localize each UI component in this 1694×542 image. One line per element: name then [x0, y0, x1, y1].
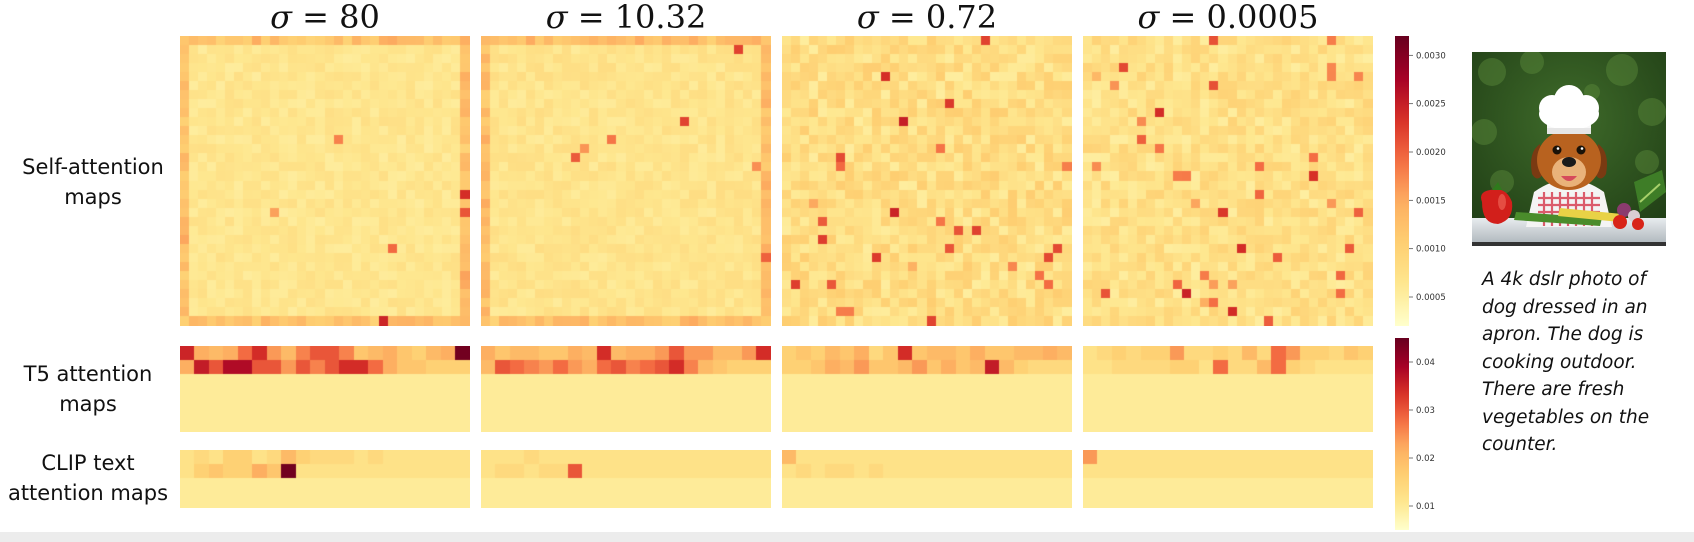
row-label-line: T5 attention [23, 362, 153, 386]
t5-attention-map-sigma-0-0005 [1083, 346, 1373, 432]
clip-attention-map-sigma-10-32 [481, 450, 771, 508]
colorbar-tick-label: 0.0030 [1416, 51, 1446, 61]
text-attention-colorbar: 0.04 0.03 0.02 0.01 [1395, 338, 1435, 530]
equals-sign: = [291, 0, 340, 36]
self-attention-map-sigma-0-72 [782, 36, 1072, 326]
colorbar-tick-label: 0.03 [1416, 406, 1435, 416]
self-attention-map-sigma-0-0005 [1083, 36, 1373, 326]
colorbar-tick-label: 0.01 [1416, 502, 1435, 512]
column-title-sigma-0-72: σ = 0.72 [782, 0, 1072, 36]
colorbar-tick-label: 0.04 [1416, 358, 1435, 368]
sigma-symbol: σ [856, 0, 879, 36]
sigma-symbol: σ [545, 0, 568, 36]
self-attention-map-sigma-10-32 [481, 36, 771, 326]
equals-sign: = [878, 0, 926, 36]
colorbar-tick-label: 0.0010 [1416, 245, 1446, 255]
row-label-line: maps [59, 392, 117, 416]
row-label-line: maps [64, 185, 122, 209]
column-title-sigma-0-0005: σ = 0.0005 [1083, 0, 1373, 36]
equals-sign: = [1159, 0, 1207, 36]
column-title-sigma-80: σ = 80 [180, 0, 470, 36]
row-label-line: Self-attention [22, 155, 164, 179]
sigma-symbol: σ [1137, 0, 1160, 36]
self-attention-map-sigma-80 [180, 36, 470, 326]
t5-attention-map-sigma-80 [180, 346, 470, 432]
row-label-line: CLIP text [41, 451, 135, 475]
colorbar-tick-label: 0.02 [1416, 454, 1435, 464]
sigma-value: 0.72 [925, 0, 998, 36]
clip-attention-map-sigma-80 [180, 450, 470, 508]
colorbar-gradient [1395, 36, 1409, 326]
colorbar-tick-label: 0.0015 [1416, 196, 1446, 206]
column-title-sigma-10-32: σ = 10.32 [481, 0, 771, 36]
colorbar-tick-label: 0.0025 [1416, 100, 1446, 110]
sigma-symbol: σ [270, 0, 292, 36]
colorbar-gradient [1395, 338, 1409, 530]
dog-chef-photo [1472, 52, 1666, 246]
clip-attention-map-sigma-0-72 [782, 450, 1072, 508]
t5-attention-map-sigma-10-32 [481, 346, 771, 432]
sigma-value: 10.32 [614, 0, 707, 36]
colorbar-tick-label: 0.0020 [1416, 148, 1446, 158]
row-label-clip-text-attention: CLIP text attention maps [0, 448, 178, 508]
sigma-value: 0.0005 [1206, 0, 1319, 36]
row-label-t5-attention: T5 attention maps [0, 359, 178, 419]
row-label-line: attention maps [7, 481, 169, 505]
t5-attention-map-sigma-0-72 [782, 346, 1072, 432]
row-label-self-attention: Self-attention maps [3, 152, 183, 212]
sigma-value: 80 [339, 0, 380, 36]
self-attention-colorbar: 0.0005 0.0010 0.0015 0.0020 0.0025 0.0030 [1395, 36, 1446, 326]
figure-caption: A 4k dslr photo of dog dressed in an apr… [1482, 269, 1650, 455]
clip-attention-map-sigma-0-0005 [1083, 450, 1373, 508]
equals-sign: = [567, 0, 615, 36]
colorbar-tick-label: 0.0005 [1416, 293, 1446, 303]
